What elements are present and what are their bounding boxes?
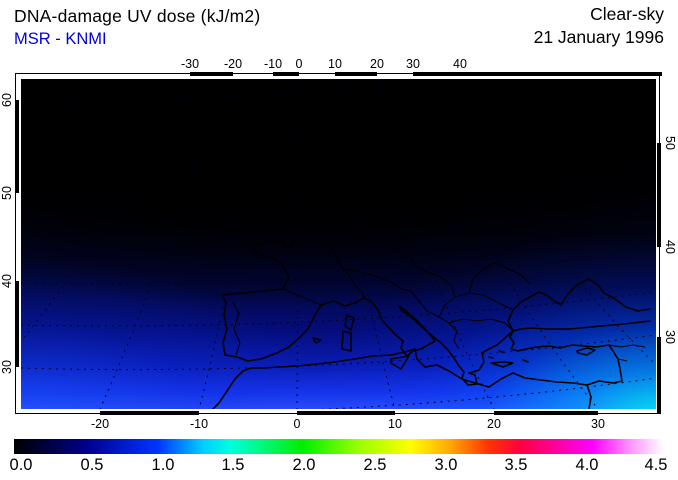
left-axis-tick: 40 xyxy=(0,274,14,288)
date-label: 21 January 1996 xyxy=(533,27,664,47)
frame-zebra-segment xyxy=(15,281,19,367)
coastlines xyxy=(212,156,651,409)
frame-zebra-segment xyxy=(494,411,598,415)
colorbar-gradient xyxy=(14,439,664,454)
colorbar-label: 3.5 xyxy=(504,456,528,474)
frame-zebra-segment xyxy=(657,143,661,247)
bottom-axis-tick: 10 xyxy=(388,417,402,431)
graticule-lines xyxy=(21,79,656,409)
frame-zebra-segment xyxy=(657,337,661,414)
top-axis-tick: 30 xyxy=(406,57,420,71)
coastline-overlay xyxy=(21,79,656,409)
colorbar-label: 1.5 xyxy=(221,456,245,474)
frame-zebra-segment xyxy=(190,72,233,76)
top-axis-tick: 40 xyxy=(453,57,467,71)
top-axis-tick: -30 xyxy=(180,57,200,71)
colorbar-label: 2.0 xyxy=(292,456,316,474)
sky-condition-label: Clear-sky xyxy=(590,4,664,24)
frame-zebra-segment xyxy=(15,100,19,193)
uv-dose-field-map xyxy=(21,79,656,409)
top-axis-tick: 20 xyxy=(370,57,384,71)
data-source-label: MSR - KNMI xyxy=(14,30,107,48)
right-axis-tick: 40 xyxy=(663,240,677,254)
bottom-axis-tick: -20 xyxy=(90,417,110,431)
left-axis-tick: 50 xyxy=(0,186,14,200)
top-axis-tick: 10 xyxy=(328,57,342,71)
top-axis-tick: -10 xyxy=(263,57,283,71)
bottom-axis-tick: 30 xyxy=(591,417,605,431)
frame-zebra-segment xyxy=(335,72,377,76)
right-axis-tick: 50 xyxy=(663,136,677,150)
colorbar-label: 4.0 xyxy=(575,456,599,474)
bottom-axis-tick: 0 xyxy=(293,417,301,431)
right-axis-tick: 30 xyxy=(663,330,677,344)
colorbar-label: 2.5 xyxy=(363,456,387,474)
frame-zebra-segment xyxy=(273,72,299,76)
left-axis-tick: 60 xyxy=(0,93,14,107)
frame-zebra-segment xyxy=(297,411,395,415)
colorbar-label: 0.0 xyxy=(9,456,33,474)
frame-zebra-segment xyxy=(413,72,662,76)
colorbar-label: 4.5 xyxy=(644,456,668,474)
top-axis-tick: -20 xyxy=(223,57,243,71)
left-axis-tick: 30 xyxy=(0,360,14,374)
colorbar-label: 1.0 xyxy=(151,456,175,474)
bottom-axis-tick: 20 xyxy=(487,417,501,431)
country-borders xyxy=(232,228,646,362)
bottom-axis-tick: -10 xyxy=(189,417,209,431)
top-axis-tick: 0 xyxy=(295,57,303,71)
colorbar-label: 3.0 xyxy=(434,456,458,474)
frame-zebra-segment xyxy=(100,411,199,415)
page-title: DNA-damage UV dose (kJ/m2) xyxy=(14,6,261,26)
colorbar-label: 0.5 xyxy=(80,456,104,474)
